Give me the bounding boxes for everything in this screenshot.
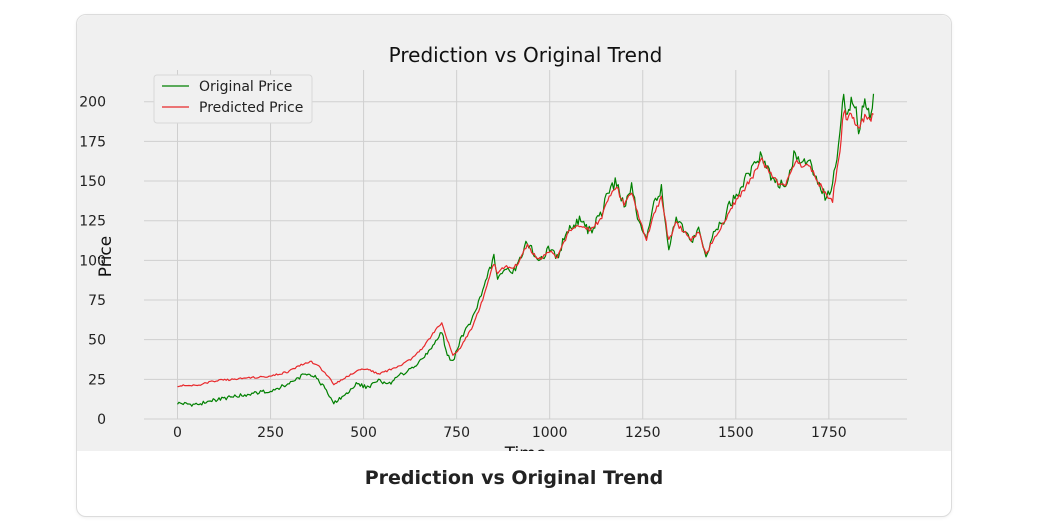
- chart-figure: 0 25 50 75 100 125 150 175 200 0 250 500 750 1000 1250…: [77, 15, 951, 451]
- chart-caption: Prediction vs Original Trend: [364, 467, 664, 489]
- y-tick-label: 100: [79, 253, 106, 269]
- predicted-price-line: [177, 109, 874, 388]
- y-tick-label: 50: [88, 333, 106, 349]
- y-tick-label: 175: [79, 134, 106, 150]
- y-tick-label: 25: [88, 372, 106, 388]
- chart-card: 0 25 50 75 100 125 150 175 200 0 250 500 750 1000 1250…: [76, 14, 952, 517]
- x-tick-label: 1250: [625, 425, 661, 441]
- y-axis-label: Price: [96, 236, 116, 277]
- y-tick-label: 75: [88, 293, 106, 309]
- x-tick-label: 500: [350, 425, 377, 441]
- line-chart: 0 25 50 75 100 125 150 175 200 0 250 500 750 1000 1250…: [79, 43, 907, 451]
- legend-label: Predicted Price: [199, 100, 303, 116]
- legend-box: [153, 74, 313, 124]
- x-tick-label: 1500: [718, 425, 754, 441]
- x-tick-label: 250: [257, 425, 284, 441]
- x-tick-label: 750: [443, 425, 470, 441]
- x-tick-label: 0: [173, 425, 182, 441]
- grid-lines: [144, 70, 907, 420]
- legend-label: Original Price: [199, 79, 292, 95]
- y-tick-label: 200: [79, 95, 106, 111]
- y-tick-label: 150: [79, 174, 106, 190]
- chart-title: Prediction vs Original Trend: [389, 43, 663, 67]
- original-price-line: [177, 93, 875, 407]
- y-tick-label: 0: [97, 412, 106, 428]
- x-tick-label: 1000: [532, 425, 568, 441]
- legend: Original Price Predicted Price: [153, 74, 313, 124]
- x-axis-label: Time: [504, 444, 547, 451]
- y-tick-label: 125: [79, 214, 106, 230]
- x-tick-label: 1750: [811, 425, 847, 441]
